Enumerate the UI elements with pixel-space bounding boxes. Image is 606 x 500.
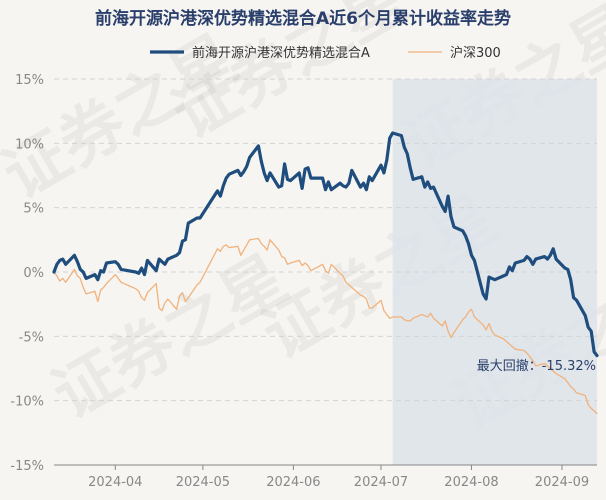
x-tick-label: 2024-07 xyxy=(354,475,408,490)
x-tick-label: 2024-09 xyxy=(535,475,589,490)
y-tick-label: 0% xyxy=(23,266,44,281)
max-drawdown-label: 最大回撤：-15.32% xyxy=(477,358,596,374)
x-tick-label: 2024-04 xyxy=(88,475,142,490)
x-tick-label: 2024-05 xyxy=(176,475,230,490)
y-tick-label: 15% xyxy=(15,73,44,88)
x-axis: 2024-04 2024-05 2024-06 2024-07 2024-08 2024-… xyxy=(54,464,597,490)
legend-fund-label: 前海开源沪港深优势精选混合A xyxy=(192,45,370,61)
y-tick-label: 5% xyxy=(23,202,44,217)
y-tick-label: -10% xyxy=(10,395,44,410)
y-tick-label: -15% xyxy=(10,459,44,474)
chart-title: 前海开源沪港深优势精选混合A近6个月累计收益率走势 xyxy=(95,8,511,29)
y-tick-label: -5% xyxy=(19,330,44,345)
legend: 前海开源沪港深优势精选混合A 沪深300 xyxy=(150,45,501,61)
benchmark-series-line xyxy=(53,237,598,415)
x-tick-label: 2024-06 xyxy=(266,475,320,490)
fund-series-line xyxy=(52,131,599,358)
legend-benchmark-label: 沪深300 xyxy=(450,45,501,61)
y-tick-label: 10% xyxy=(15,137,44,152)
y-axis: 15% 10% 5% 0% -5% -10% -15% xyxy=(10,73,44,474)
x-tick-label: 2024-08 xyxy=(444,475,498,490)
series-layer xyxy=(52,131,599,415)
